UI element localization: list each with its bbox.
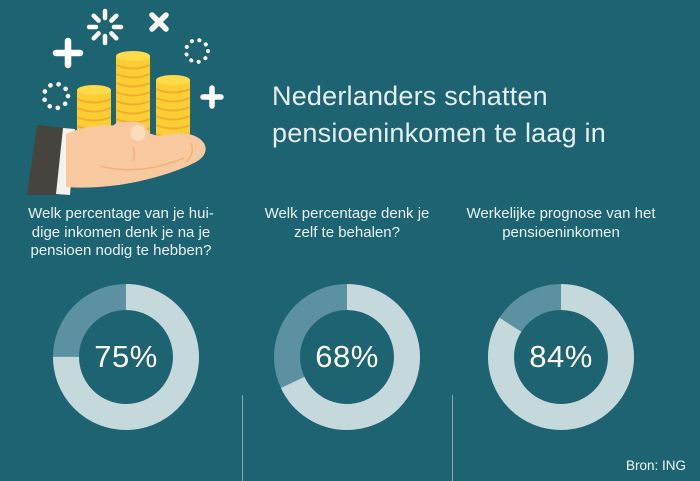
- sparkle-decorations: [41, 8, 224, 111]
- question-line: pensioen nodig te hebben?: [30, 242, 212, 259]
- charts-row: Welk percentage van je hui- dige inkomen…: [0, 195, 700, 481]
- title-line: pensioeninkomen te laag in: [272, 118, 606, 148]
- question-line: Werkelijke prognose van het: [466, 205, 656, 222]
- dotted-circle-icon: [41, 81, 71, 111]
- chart-column-needed: Welk percentage van je hui- dige inkomen…: [0, 195, 242, 440]
- donut-value-label: 84%: [529, 339, 593, 374]
- plus-icon: [52, 37, 84, 69]
- chart-question: Welk percentage denk je zelf te behalen?: [242, 205, 452, 242]
- sleeve: [27, 125, 65, 195]
- hand-creases: [99, 142, 194, 171]
- plus-icon: [200, 85, 224, 109]
- chart-question: Werkelijke prognose van het pensioeninko…: [452, 205, 670, 242]
- dotted-circle-icon: [184, 38, 210, 64]
- question-line: Welk percentage denk je: [264, 205, 430, 222]
- donut-chart: 75%: [53, 284, 199, 430]
- hand-coins-illustration: [27, 8, 224, 195]
- chart-column-forecast: Werkelijke prognose van het pensioeninko…: [452, 195, 700, 440]
- donut-chart: 84%: [488, 284, 634, 430]
- palm: [66, 125, 206, 188]
- page-title: Nederlanders schatten pensioeninkomen te…: [272, 78, 606, 152]
- question-line: pensioeninkomen: [502, 223, 620, 241]
- spinner-icon: [86, 8, 124, 46]
- donut-chart: 68%: [274, 284, 420, 430]
- question-line: zelf te behalen?: [294, 223, 400, 241]
- question-line: Welk percentage van je hui-: [28, 205, 214, 222]
- hand-icon: [27, 122, 206, 195]
- chart-column-expected: Welk percentage denk je zelf te behalen?…: [242, 195, 452, 440]
- column-divider: [242, 395, 243, 481]
- question-line: dige inkomen denk je na je: [31, 223, 211, 241]
- column-divider: [452, 395, 453, 481]
- title-line: Nederlanders schatten: [272, 81, 548, 111]
- source-credit: Bron: ING: [625, 458, 686, 473]
- thumb-nail: [130, 125, 146, 141]
- donut-value-label: 68%: [315, 339, 379, 374]
- donut-value-label: 75%: [94, 339, 158, 374]
- chart-question: Welk percentage van je hui- dige inkomen…: [0, 205, 242, 261]
- x-icon: [149, 12, 169, 32]
